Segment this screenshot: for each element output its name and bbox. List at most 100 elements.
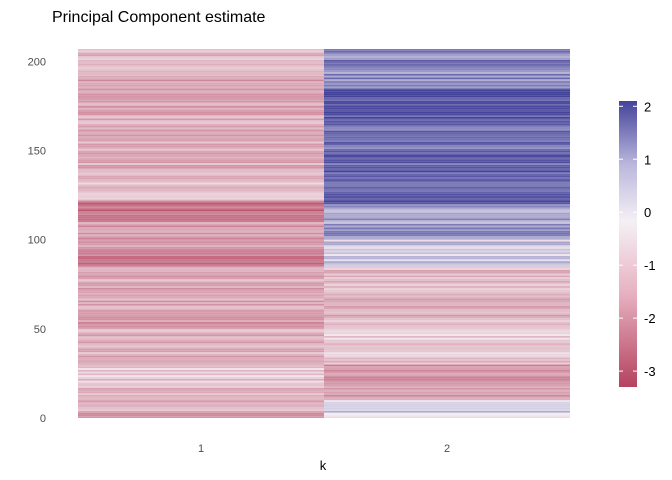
y-tick-label: 50 xyxy=(34,324,46,336)
heatmap-cell xyxy=(78,312,324,315)
heatmap-cell xyxy=(78,70,324,73)
heatmap-cell xyxy=(324,91,570,94)
heatmap-cell xyxy=(78,193,324,196)
heatmap-cell xyxy=(324,350,570,353)
heatmap-cell xyxy=(324,90,570,92)
heatmap-cell xyxy=(324,368,570,370)
heatmap-cell xyxy=(324,77,570,80)
heatmap-cell xyxy=(78,414,324,417)
heatmap-cell xyxy=(78,362,324,365)
heatmap-cell xyxy=(324,243,570,246)
heatmap-cell xyxy=(324,143,570,146)
heatmap-cell xyxy=(324,95,570,98)
heatmap-cell xyxy=(324,375,570,377)
heatmap-cell xyxy=(78,154,324,156)
heatmap-cell xyxy=(78,123,324,126)
heatmap-cell xyxy=(324,120,570,123)
heatmap-cell xyxy=(78,209,324,212)
heatmap-cell xyxy=(78,57,324,60)
heatmap-cell xyxy=(78,339,324,342)
heatmap-cell xyxy=(78,254,324,256)
heatmap-cell xyxy=(324,116,570,119)
heatmap-cell xyxy=(78,378,324,381)
heatmap-cell xyxy=(324,344,570,347)
heatmap-cell xyxy=(324,316,570,319)
heatmap-cell xyxy=(78,113,324,115)
heatmap-cell xyxy=(78,145,324,148)
heatmap-cell xyxy=(78,311,324,313)
heatmap-cell xyxy=(78,75,324,78)
heatmap-cell xyxy=(324,377,570,379)
heatmap-cell xyxy=(324,407,570,410)
heatmap-cell xyxy=(324,282,570,285)
heatmap-cell xyxy=(78,286,324,288)
heatmap-cell xyxy=(324,65,570,67)
heatmap-cell xyxy=(324,400,570,402)
heatmap-cell xyxy=(324,104,570,107)
heatmap-cell xyxy=(78,255,324,258)
heatmap-cell xyxy=(78,375,324,377)
heatmap-cell xyxy=(324,412,570,415)
heatmap-cell xyxy=(78,410,324,413)
heatmap-cell xyxy=(324,410,570,413)
heatmap-cell xyxy=(78,380,324,383)
heatmap-cell xyxy=(324,68,570,71)
heatmap-cell xyxy=(78,223,324,226)
heatmap-cell xyxy=(324,98,570,101)
heatmap-cell xyxy=(78,232,324,235)
heatmap-cell xyxy=(78,332,324,335)
heatmap-cell xyxy=(324,311,570,313)
heatmap-cell xyxy=(78,129,324,131)
heatmap-cell xyxy=(78,50,324,53)
heatmap-cell xyxy=(324,330,570,333)
heatmap-cell xyxy=(324,168,570,171)
heatmap-cell xyxy=(324,221,570,224)
heatmap-cell xyxy=(78,66,324,69)
heatmap-cell xyxy=(78,366,324,369)
heatmap-cell xyxy=(324,61,570,64)
heatmap-cell xyxy=(78,159,324,162)
heatmap-cell xyxy=(324,380,570,383)
heatmap-cell xyxy=(78,245,324,247)
heatmap-cell xyxy=(324,225,570,228)
heatmap-cell xyxy=(78,150,324,153)
heatmap-cell xyxy=(78,384,324,386)
heatmap-cell xyxy=(78,353,324,356)
heatmap-cell xyxy=(324,266,570,269)
heatmap-cell xyxy=(324,209,570,212)
heatmap-cell xyxy=(78,166,324,169)
heatmap-cell xyxy=(324,114,570,117)
heatmap-cell xyxy=(324,300,570,303)
heatmap-cell xyxy=(78,72,324,74)
heatmap-cell xyxy=(78,307,324,310)
heatmap-cell xyxy=(324,295,570,297)
heatmap-cell xyxy=(78,182,324,185)
heatmap-cell xyxy=(324,205,570,208)
heatmap-cell xyxy=(78,266,324,269)
heatmap-cell xyxy=(78,177,324,180)
heatmap-cell xyxy=(324,346,570,349)
heatmap-cell xyxy=(324,125,570,128)
heatmap-cell xyxy=(324,184,570,187)
heatmap-cell xyxy=(78,63,324,66)
heatmap-cell xyxy=(78,186,324,189)
heatmap-cell xyxy=(324,200,570,203)
legend-colorbar xyxy=(619,101,637,387)
heatmap-cell xyxy=(324,401,570,404)
heatmap-cell xyxy=(78,81,324,83)
heatmap-cell xyxy=(78,138,324,140)
heatmap-cell xyxy=(324,72,570,74)
heatmap-cell xyxy=(78,237,324,240)
heatmap-cell xyxy=(78,220,324,222)
heatmap-cell xyxy=(78,179,324,181)
heatmap-cell xyxy=(324,318,570,320)
heatmap-cell xyxy=(78,147,324,149)
heatmap-cell xyxy=(78,371,324,374)
heatmap-cell xyxy=(324,132,570,135)
heatmap-cell xyxy=(78,161,324,164)
heatmap-cell xyxy=(78,104,324,107)
heatmap-cell xyxy=(78,148,324,151)
heatmap-cell xyxy=(324,186,570,189)
heatmap-cell xyxy=(324,416,570,418)
heatmap-cell xyxy=(324,241,570,244)
